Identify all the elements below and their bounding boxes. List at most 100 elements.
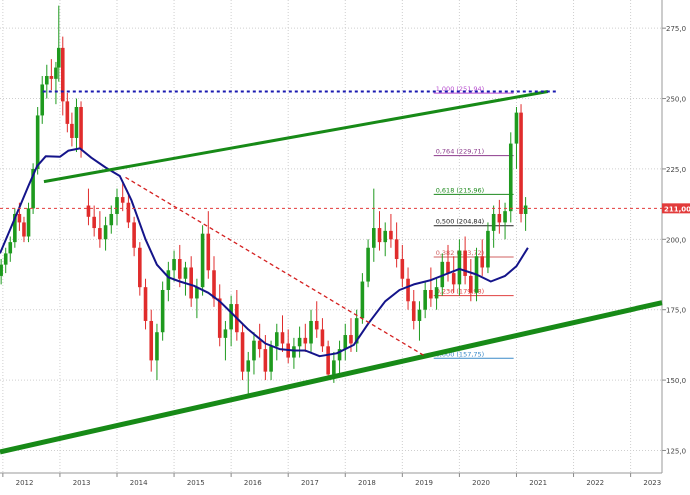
candle-body-down xyxy=(349,335,353,344)
candle-body-up xyxy=(246,360,251,372)
y-tick-label: 275,0 xyxy=(666,25,686,33)
candle-body-down xyxy=(86,205,91,217)
candle-body-up xyxy=(229,304,233,330)
candle-body-down xyxy=(60,47,65,102)
y-tick-label: 175,0 xyxy=(666,307,686,315)
trendline-upper-channel xyxy=(43,90,549,184)
candle-body-up xyxy=(297,337,302,347)
current-price-label: 211,00 xyxy=(664,205,690,213)
candle-body-down xyxy=(206,233,211,271)
candle-body-up xyxy=(109,213,114,226)
x-tick-label: 2023 xyxy=(643,479,661,487)
y-tick-label: 200,0 xyxy=(666,236,686,244)
candle-body-up xyxy=(457,250,462,285)
candle-body-up xyxy=(160,289,165,333)
candle-body-up xyxy=(440,261,445,288)
candle-body-down xyxy=(389,230,393,240)
y-tick-label: 150,0 xyxy=(666,377,686,385)
x-tick-label: 2018 xyxy=(358,479,376,487)
candle-body-up xyxy=(200,233,205,288)
candle-body-up xyxy=(383,230,388,243)
candle-body-down xyxy=(400,259,405,279)
candle-body-up xyxy=(292,346,296,358)
candle-body-down xyxy=(17,213,22,223)
candle-body-up xyxy=(503,211,507,223)
candle-body-down xyxy=(314,320,319,330)
x-tick-label: 2014 xyxy=(130,479,148,487)
candle-body-down xyxy=(451,273,456,285)
candle-body-up xyxy=(56,47,61,68)
candle-body-down xyxy=(303,337,308,344)
fib-level-label: 0,764 (229,71) xyxy=(436,148,485,156)
candle-body-down xyxy=(326,346,330,375)
candle-body-up xyxy=(26,208,31,237)
candle-body-down xyxy=(240,332,245,372)
candle-body-down xyxy=(132,222,136,248)
candle-body-down xyxy=(65,101,70,124)
candle-body-up xyxy=(183,267,188,279)
grid xyxy=(0,0,662,473)
candle-body-down xyxy=(49,76,54,79)
trendline-downtrend xyxy=(125,176,426,357)
moving-average xyxy=(0,147,529,358)
candle-body-down xyxy=(497,213,502,223)
candle-body-up xyxy=(417,309,422,321)
candle-body-up xyxy=(434,287,439,299)
candle-body-down xyxy=(394,239,399,260)
candle-body-down xyxy=(280,332,285,344)
candle-body-up xyxy=(13,213,17,243)
candle-body-down xyxy=(519,112,523,214)
candle-body-up xyxy=(35,115,40,169)
candle-body-up xyxy=(423,289,427,310)
candle-body-up xyxy=(223,329,228,338)
candle-body-down xyxy=(143,287,148,321)
x-tick-label: 2013 xyxy=(73,479,91,487)
candle-body-down xyxy=(429,289,433,299)
candle-body-down xyxy=(92,216,96,229)
candle-body-up xyxy=(172,259,176,271)
candle-body-down xyxy=(120,197,125,203)
candle-body-up xyxy=(31,168,35,209)
candle-body-down xyxy=(98,228,102,240)
fib-level-label: 0,500 (204,84) xyxy=(436,218,485,226)
candle-body-up xyxy=(44,76,49,85)
candle-body-up xyxy=(166,270,171,290)
trendline-lower-support xyxy=(0,300,663,455)
x-tick-label: 2019 xyxy=(415,479,433,487)
candle-body-up xyxy=(103,225,108,240)
candle-body-down xyxy=(79,106,83,150)
candle-body-down xyxy=(138,247,142,288)
candle-body-down xyxy=(480,256,485,268)
candle-body-down xyxy=(212,270,216,299)
x-tick-label: 2022 xyxy=(586,479,604,487)
candle-body-down xyxy=(377,228,382,243)
candle-body-up xyxy=(40,84,45,116)
candle-body-up xyxy=(523,205,528,214)
fib-level-label: 0,000 (157,75) xyxy=(436,350,485,358)
trendlines xyxy=(0,90,663,455)
moving-average-line xyxy=(0,147,529,358)
plot-area xyxy=(0,0,662,473)
candle-body-up xyxy=(269,346,273,372)
candle-body-up xyxy=(372,228,376,248)
candle-body-down xyxy=(22,222,26,237)
fib-level-label: 1,000 (251,94) xyxy=(436,85,485,93)
candle-body-down xyxy=(149,320,154,361)
candle-body-down xyxy=(257,340,262,350)
x-tick-label: 2021 xyxy=(529,479,547,487)
y-tick-label: 125,0 xyxy=(666,447,686,455)
candle-body-up xyxy=(195,287,199,299)
candle-body-up xyxy=(74,106,79,138)
candle-body-up xyxy=(514,112,519,144)
candle-body-down xyxy=(263,349,268,372)
candle-body-up xyxy=(8,242,13,254)
candle-body-up xyxy=(366,247,370,282)
candle-body-up xyxy=(486,230,490,268)
candle-body-up xyxy=(0,264,3,276)
candle-body-up xyxy=(155,332,159,361)
candle-body-up xyxy=(3,253,8,265)
fib-level-label: 0,618 (215,96) xyxy=(436,186,485,194)
x-tick-label: 2016 xyxy=(244,479,262,487)
